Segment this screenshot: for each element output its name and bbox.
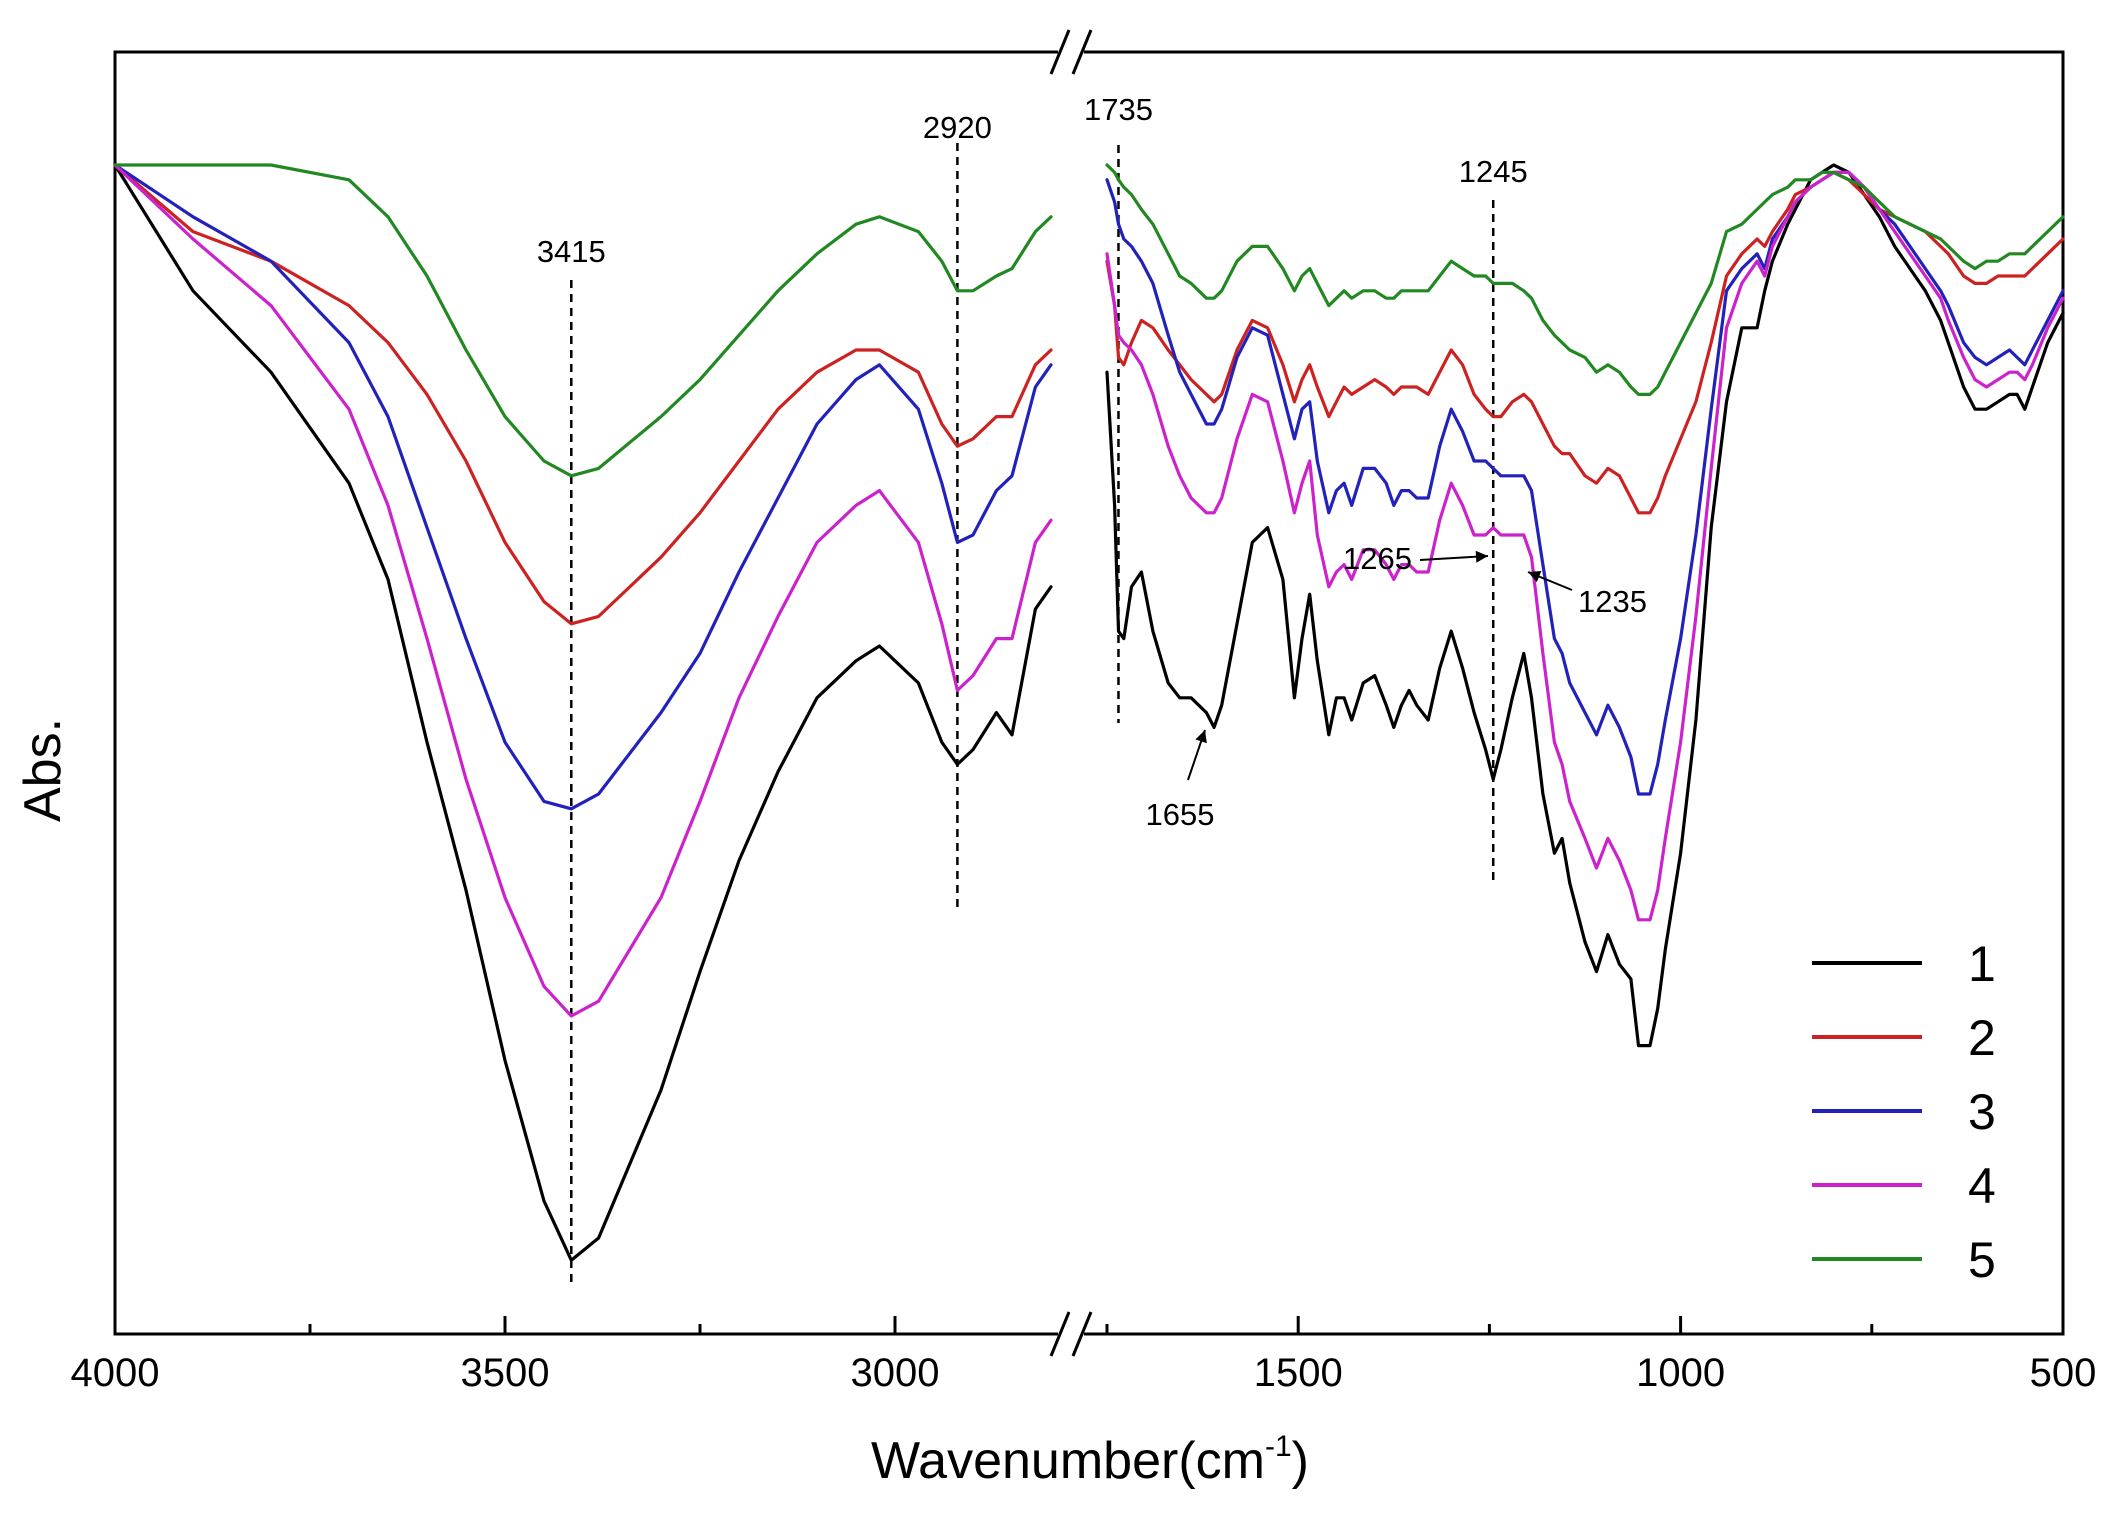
arrow-label-1655: 1655 [1146, 797, 1215, 832]
arrow-head-1265 [1475, 550, 1488, 563]
peak-label-2920: 2920 [923, 110, 992, 145]
legend-label-3: 3 [1968, 1084, 1996, 1140]
x-tick-label-1500: 1500 [1254, 1351, 1343, 1395]
peak-label-1245: 1245 [1459, 154, 1528, 189]
x-ticks: 4000 3500 3000 1500 1000 500 [71, 1316, 2097, 1395]
x-axis-title: Wavenumber(cm-1) [871, 1430, 1309, 1490]
peak-label-3415: 3415 [537, 234, 606, 269]
axis-break-gap-top [1058, 46, 1084, 60]
series-5-line-right [1105, 163, 2065, 396]
legend-label-2: 2 [1968, 1010, 1996, 1066]
y-axis-title: Abs. [14, 718, 72, 822]
series-2-line-right [1105, 170, 2065, 515]
peak-label-1735: 1735 [1084, 92, 1153, 127]
arrow-head-1235 [1528, 570, 1542, 583]
series-1-line-right [1105, 163, 2065, 1048]
series-4-line-left [113, 163, 1053, 1018]
legend: 1 2 3 4 5 [1812, 936, 1996, 1288]
legend-label-4: 4 [1968, 1158, 1996, 1214]
x-tick-label-500: 500 [2030, 1351, 2097, 1395]
arrow-head-1655 [1195, 730, 1207, 744]
arrow-label-1235: 1235 [1578, 584, 1647, 619]
axis-break-top [1049, 29, 1093, 75]
legend-label-5: 5 [1968, 1232, 1996, 1288]
x-tick-label-3000: 3000 [851, 1351, 940, 1395]
series-2-line-left [113, 163, 1053, 626]
series-1-line-left [113, 163, 1053, 1262]
x-tick-label-4000: 4000 [71, 1351, 160, 1395]
series-3-line-right [1105, 170, 2065, 796]
plot-frame [113, 50, 2065, 1336]
arrow-label-1265: 1265 [1343, 541, 1412, 576]
series-layer [113, 163, 2065, 1262]
x-axis-title-main: Wavenumber(cm [871, 1432, 1265, 1490]
series-4-line-right [1105, 170, 2065, 922]
annotations: 3415 2920 1735 1245 1655 1265 1235 [537, 92, 1647, 832]
axis-break-bottom [1049, 1311, 1093, 1357]
x-axis-title-sup: -1 [1265, 1430, 1292, 1463]
series-3-line-left [113, 163, 1053, 811]
x-tick-label-3500: 3500 [461, 1351, 550, 1395]
axis-break-gap-bottom [1058, 1327, 1084, 1341]
x-axis-title-close: ) [1292, 1432, 1309, 1490]
x-tick-label-1000: 1000 [1636, 1351, 1725, 1395]
series-5-line-left [113, 163, 1053, 478]
legend-label-1: 1 [1968, 936, 1996, 992]
